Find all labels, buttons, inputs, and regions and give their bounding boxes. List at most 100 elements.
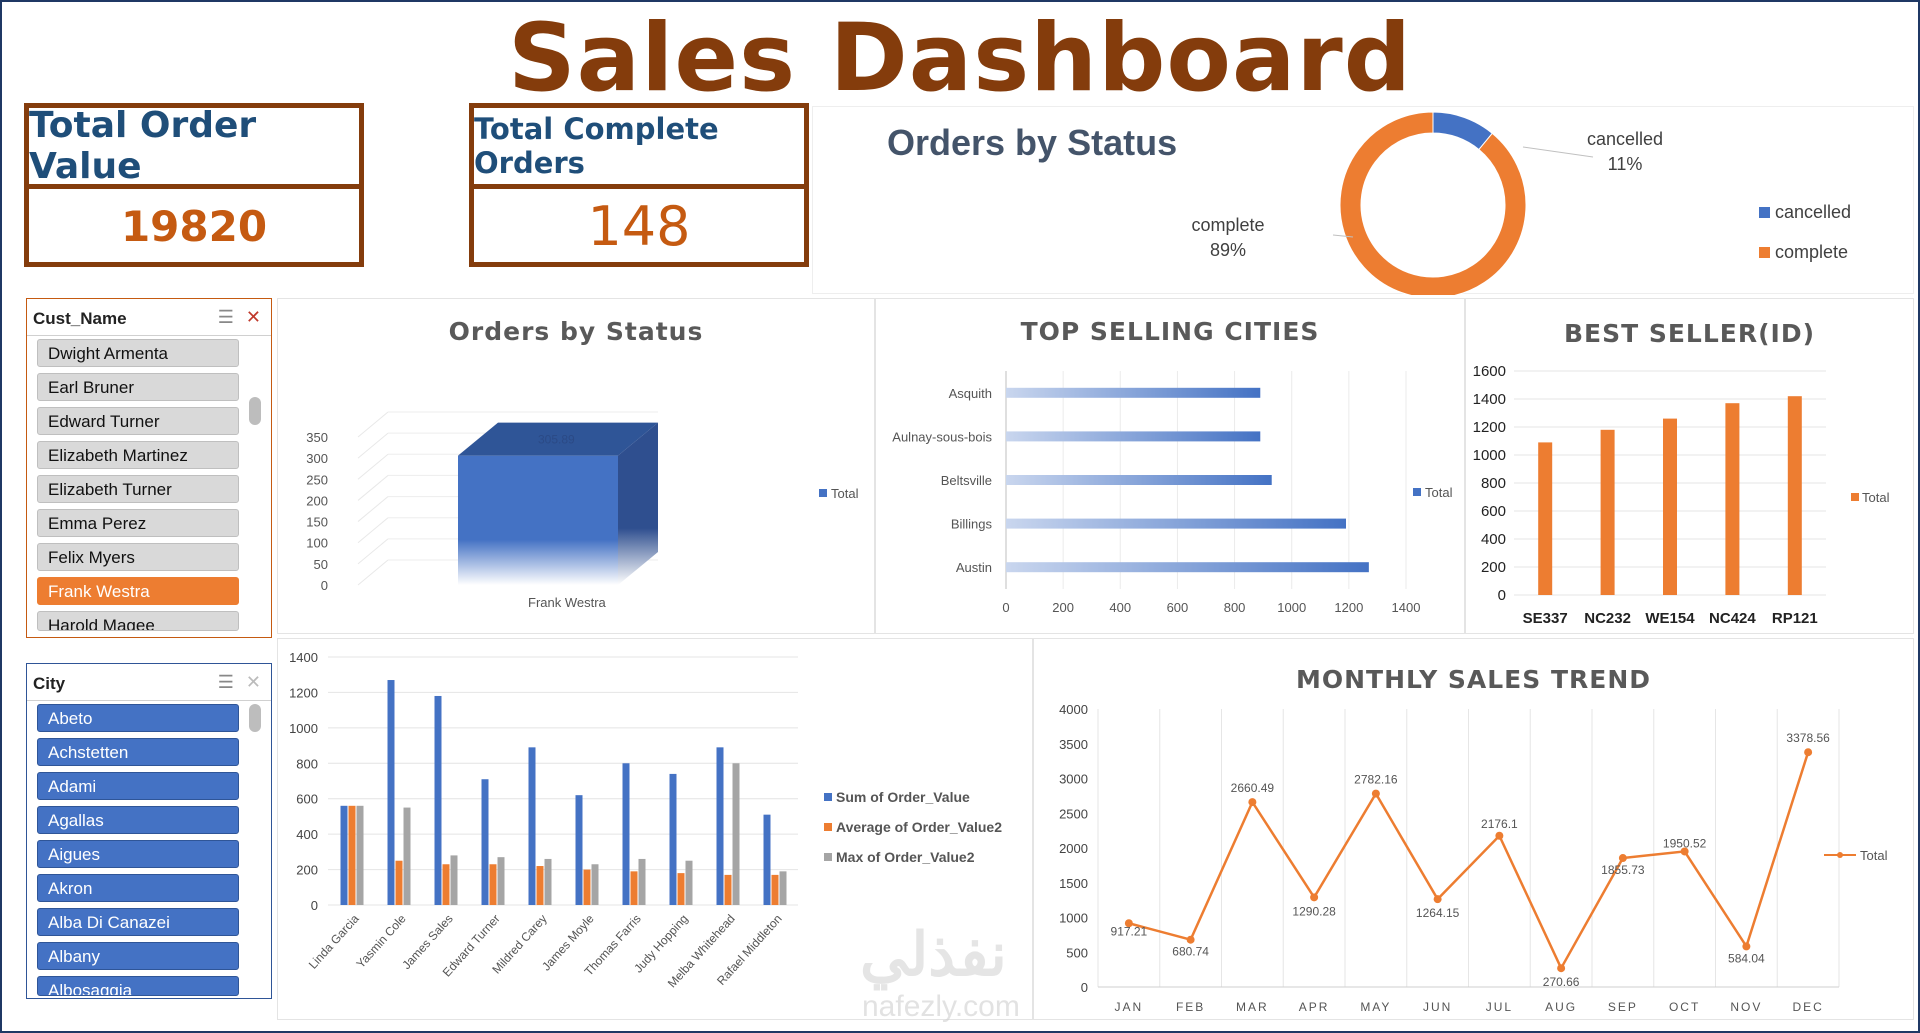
slicer-item[interactable]: Aigues	[37, 840, 239, 868]
sales-by-cust-chart: 0 50 100 150 200 250 300 350 305.89 Frank Westra T…	[306, 411, 859, 610]
legend-label: Total	[831, 486, 859, 501]
bar	[583, 869, 591, 905]
clear-filter-icon[interactable]: ✕	[245, 672, 261, 692]
multi-select-icon[interactable]: ☰	[217, 307, 234, 327]
legend-label: Max of Order_Value2	[836, 849, 975, 865]
x-tick-label: APR	[1299, 1000, 1330, 1014]
slicer-item[interactable]: Alba Di Canazei	[37, 908, 239, 936]
y-tick-label: 1400	[1473, 391, 1506, 408]
x-tick-label: 800	[1224, 600, 1246, 615]
data-point	[1680, 847, 1689, 856]
bar	[489, 864, 497, 905]
y-tick-label: 800	[1481, 475, 1506, 492]
chart-title: Orders by Status	[448, 317, 704, 346]
data-point	[1618, 854, 1627, 863]
y-tick-label: Asquith	[949, 386, 992, 401]
bar	[685, 860, 693, 905]
top-selling-cities-panel: TOP SELLING CITIES 0 200 400 600 800 1000 1200…	[875, 298, 1465, 634]
scrollbar-thumb[interactable]	[249, 397, 261, 425]
slicer-item[interactable]: Elizabeth Martinez	[37, 441, 239, 469]
bar	[1006, 562, 1369, 573]
y-tick-label: 800	[296, 756, 318, 771]
multi-select-icon[interactable]: ☰	[217, 672, 234, 692]
slicer-item[interactable]: Felix Myers	[37, 543, 239, 571]
slicer-item[interactable]: Agallas	[37, 806, 239, 834]
y-tick-label: 600	[1481, 503, 1506, 520]
slicer-item[interactable]: Edward Turner	[37, 407, 239, 435]
plot-area: 0 50 100 150 200 250 300 350 305.89 Frank Westra	[306, 411, 658, 610]
bar	[387, 680, 395, 905]
y-tick-label: 1500	[1059, 876, 1088, 891]
slicer-item[interactable]: Adami	[37, 772, 239, 800]
legend-swatch	[1759, 247, 1770, 258]
data-label: 680.74	[1172, 945, 1209, 959]
bar	[591, 864, 599, 905]
legend-label: Total	[1425, 485, 1453, 500]
gridline	[357, 453, 389, 480]
bar	[1787, 396, 1802, 595]
data-point	[1124, 919, 1133, 928]
scrollbar-thumb[interactable]	[249, 704, 261, 732]
data-label: 2660.49	[1231, 781, 1275, 795]
bar	[575, 795, 583, 905]
slicer-item[interactable]: Emma Perez	[37, 509, 239, 537]
y-tick-label: 350	[306, 430, 328, 445]
slicer-item[interactable]: Abeto	[37, 704, 239, 732]
data-label: 1855.73	[1601, 863, 1645, 877]
bar	[1663, 418, 1677, 595]
leader-line	[1332, 234, 1354, 238]
x-tick-label: NC424	[1709, 610, 1756, 627]
bar	[763, 814, 771, 905]
kpi-value: 19820	[120, 201, 268, 251]
y-tick-label: 1000	[289, 721, 318, 736]
clear-filter-icon[interactable]: ✕	[245, 307, 261, 327]
bar	[497, 857, 505, 905]
data-label: 1950.52	[1663, 836, 1707, 850]
data-point	[1557, 964, 1566, 973]
slicer-item[interactable]: Harold Magee	[37, 611, 239, 631]
slicer-item[interactable]: Earl Bruner	[37, 373, 239, 401]
data-label: 1264.15	[1416, 906, 1460, 920]
bar-side	[618, 422, 658, 585]
y-tick-label: 0	[1081, 980, 1088, 995]
x-tick-label: JAN	[1115, 1000, 1144, 1014]
data-label: 305.89	[538, 433, 575, 447]
bar	[356, 805, 364, 905]
bar	[1600, 429, 1615, 595]
gridline	[357, 432, 389, 459]
slicer-item[interactable]: Albosaggia	[37, 976, 239, 996]
bar	[403, 807, 411, 905]
bar	[1006, 518, 1346, 529]
slicer-item[interactable]: Akron	[37, 874, 239, 902]
legend-marker	[1837, 852, 1843, 858]
x-tick-label: 1000	[1277, 600, 1306, 615]
bar	[340, 805, 348, 905]
data-label: 584.04	[1728, 951, 1765, 965]
bar	[771, 874, 779, 905]
slicer-item[interactable]: Achstetten	[37, 738, 239, 766]
monthly-sales-trend-chart: 0 500 1000 1500 2000 2500 3000 3500 4000 917.21 68…	[1059, 702, 1887, 1014]
y-tick-label: 200	[306, 493, 328, 508]
data-label: 3378.56	[1786, 731, 1830, 745]
bar	[1006, 475, 1272, 485]
y-tick-label: Austin	[956, 560, 992, 575]
slicer-item[interactable]: Albany	[37, 942, 239, 970]
top-selling-cities-chart: 0 200 400 600 800 1000 1200 1400 Asquith Aulnay-s…	[892, 371, 1453, 615]
y-tick-label: 150	[306, 515, 328, 530]
y-tick-label: 1000	[1059, 911, 1088, 926]
y-tick-label: 1200	[1473, 419, 1506, 436]
legend-swatch	[824, 823, 832, 831]
slicer-item[interactable]: Elizabeth Turner	[37, 475, 239, 503]
bar	[1006, 387, 1261, 398]
x-tick-label: 200	[1052, 600, 1074, 615]
slicer-item[interactable]: Dwight Armenta	[37, 339, 239, 367]
data-label: 2782.16	[1354, 773, 1398, 787]
x-tick-label: NC232	[1584, 610, 1631, 627]
y-tick-label: 1200	[289, 685, 318, 700]
bar	[630, 871, 638, 905]
slicer-item[interactable]: Frank Westra	[37, 577, 239, 605]
x-tick-label: JUN	[1423, 1000, 1452, 1014]
data-point	[1186, 935, 1195, 944]
x-tick-label: NOV	[1730, 1000, 1762, 1014]
bar	[638, 858, 646, 905]
